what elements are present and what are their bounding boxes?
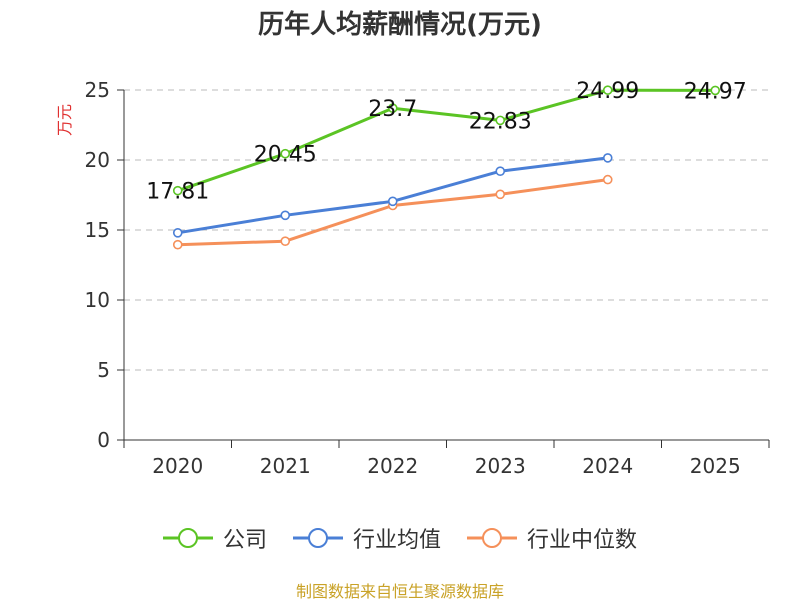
x-tick-label: 2022 xyxy=(367,454,418,478)
legend-label: 行业中位数 xyxy=(527,528,638,553)
x-tick-label: 2021 xyxy=(260,454,311,478)
data-point xyxy=(172,228,183,238)
x-tick-label: 2024 xyxy=(582,454,633,478)
data-point xyxy=(495,166,506,176)
legend-label: 公司 xyxy=(222,528,267,553)
y-tick-label: 25 xyxy=(85,78,110,102)
series-line-0 xyxy=(177,88,716,193)
series-line-2 xyxy=(177,178,608,247)
y-axis-label: 万元 xyxy=(55,104,74,136)
data-point xyxy=(387,103,398,113)
data-point xyxy=(602,153,613,163)
y-tick-label: 15 xyxy=(85,218,110,242)
data-point xyxy=(172,239,183,250)
data-point xyxy=(495,115,506,126)
legend-label: 行业均值 xyxy=(352,528,441,553)
y-tick-label: 20 xyxy=(85,148,110,172)
legend-item[interactable]: 公司 xyxy=(162,522,267,554)
y-tick-label: 0 xyxy=(97,428,110,452)
data-point xyxy=(172,185,183,196)
data-point xyxy=(387,196,398,207)
data-point xyxy=(710,85,721,96)
y-tick-label: 10 xyxy=(85,288,110,312)
legend-swatch xyxy=(292,528,343,548)
data-label: 22.83 xyxy=(469,109,532,134)
data-point xyxy=(495,189,506,200)
chart-title: 历年人均薪酬情况(万元) xyxy=(258,10,542,40)
data-label: 20.45 xyxy=(254,143,317,168)
x-tick-label: 2023 xyxy=(475,454,526,478)
x-tick-label: 2020 xyxy=(152,454,203,478)
source-note: 制图数据来自恒生聚源数据库 xyxy=(295,582,504,601)
y-tick-label: 5 xyxy=(97,358,110,382)
legend-swatch xyxy=(467,528,517,548)
x-tick-label: 2025 xyxy=(690,454,741,478)
data-label: 24.97 xyxy=(684,79,747,104)
data-point xyxy=(602,85,613,95)
legend: 公司 行业均值 行业中位数 xyxy=(0,518,800,558)
legend-item[interactable]: 行业均值 xyxy=(292,522,441,554)
legend-swatch xyxy=(162,528,213,548)
data-point xyxy=(280,210,291,221)
legend-item[interactable]: 行业中位数 xyxy=(467,522,637,554)
data-point xyxy=(602,174,613,185)
data-label: 23.7 xyxy=(368,97,417,122)
data-label: 17.81 xyxy=(146,180,209,205)
data-point xyxy=(280,148,291,159)
data-point xyxy=(280,236,291,246)
data-label: 24.99 xyxy=(576,79,639,104)
